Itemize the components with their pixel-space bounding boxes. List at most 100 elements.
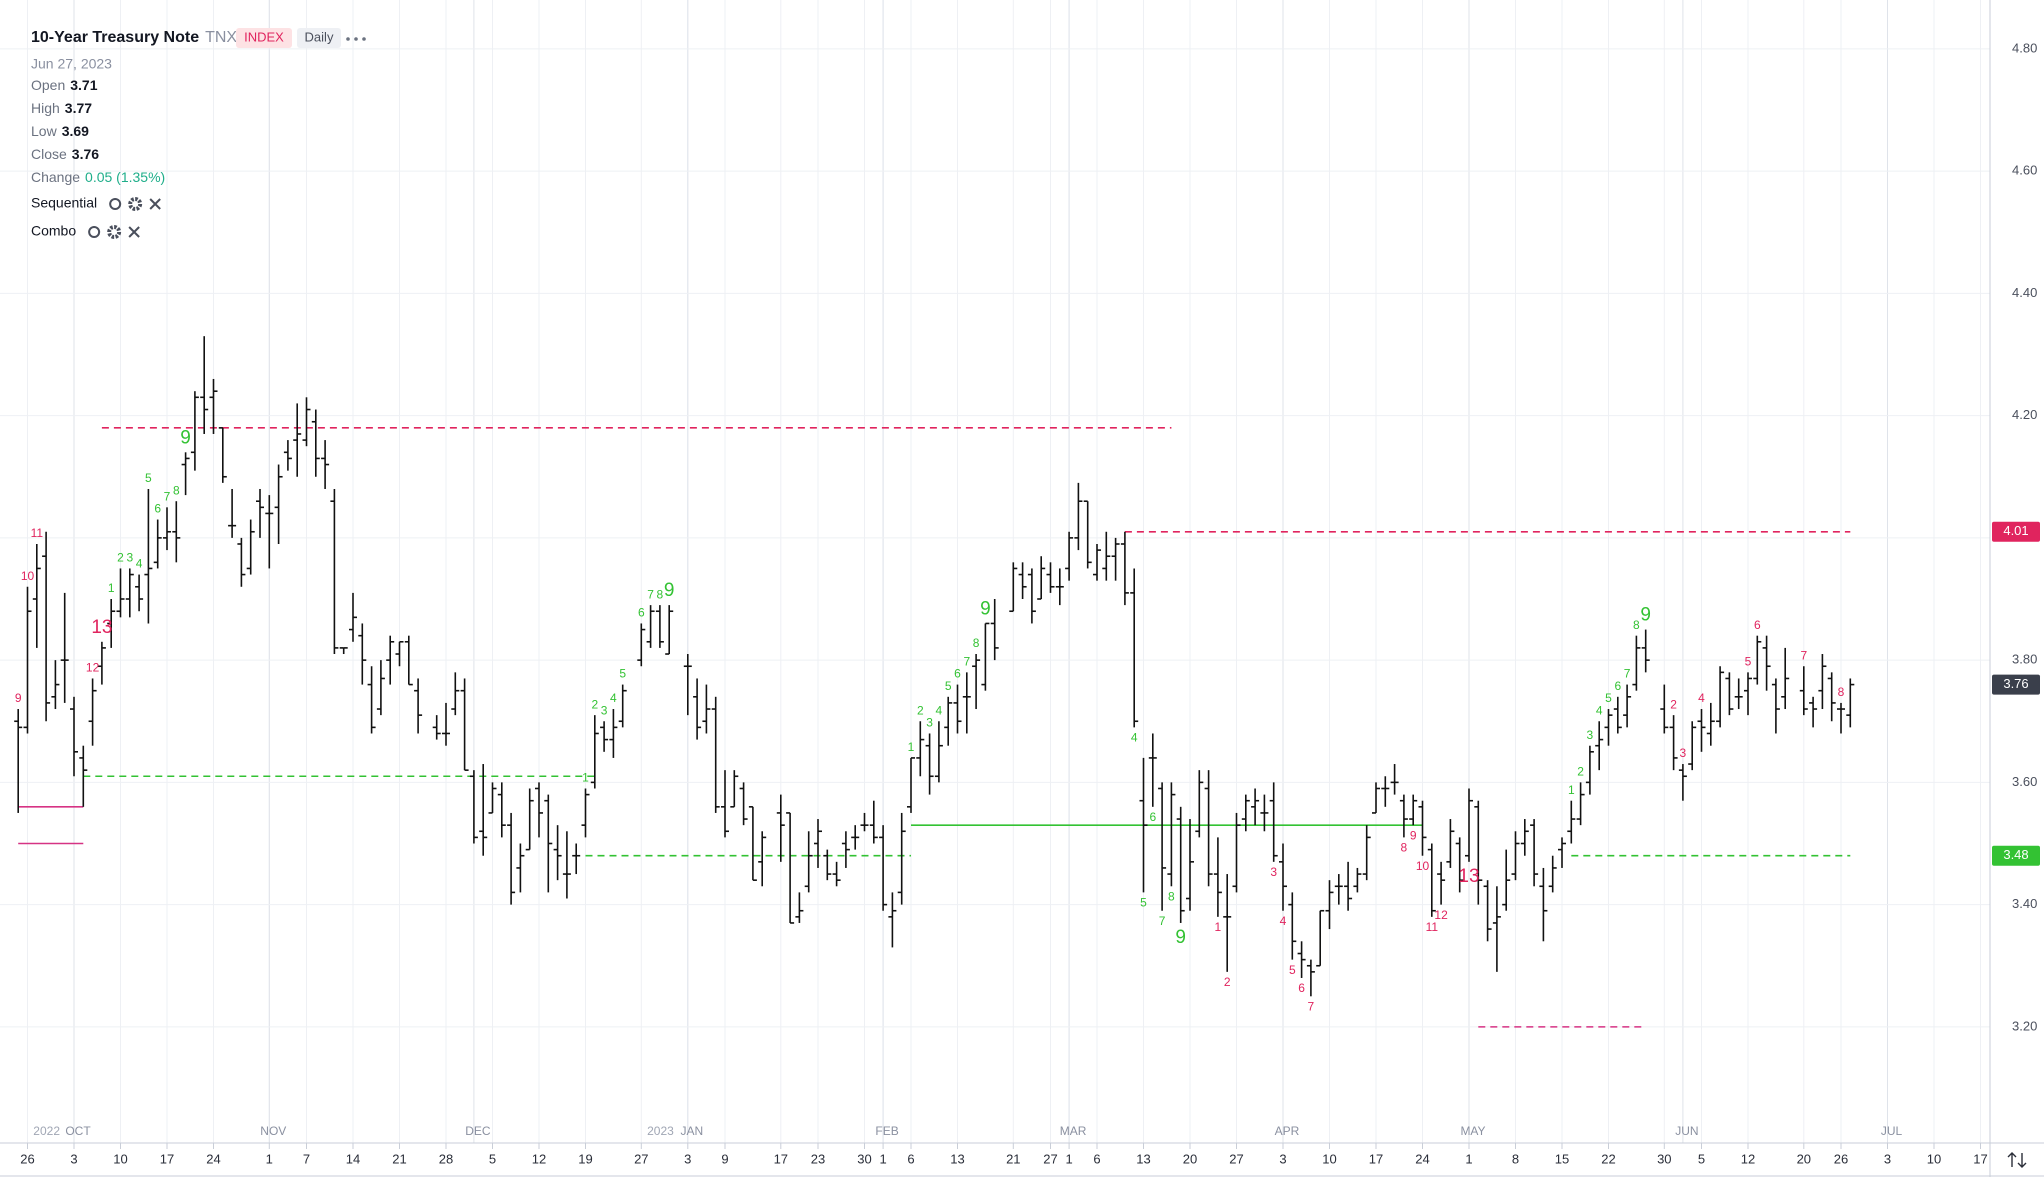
x-tick-label: 12 — [532, 1151, 546, 1166]
menu-dot[interactable] — [362, 37, 366, 41]
ohlc-bar — [1418, 800, 1427, 856]
menu-dot[interactable] — [346, 37, 350, 41]
x-tick-label: 10 — [1927, 1151, 1941, 1166]
indicator-controls[interactable] — [109, 197, 161, 211]
gear-icon[interactable] — [107, 225, 122, 239]
td-count: 5 — [1140, 896, 1147, 910]
ohlc-bar — [1548, 855, 1557, 893]
ohlc-bar — [1232, 812, 1241, 893]
ohlc-bar — [804, 831, 813, 893]
x-tick-label: 7 — [303, 1151, 310, 1166]
y-tick-label: 3.60 — [2012, 774, 2037, 789]
ohlc-bar — [535, 782, 543, 838]
ohlc-bar — [851, 825, 860, 850]
interval-bg[interactable] — [297, 28, 341, 48]
ohlc-bar — [1316, 909, 1325, 967]
x-tick-label: 6 — [907, 1151, 914, 1166]
ohlc-bar — [1083, 500, 1092, 569]
ohlc-bar — [1678, 764, 1687, 801]
td-count: 4 — [936, 703, 943, 717]
eye-icon[interactable] — [88, 226, 101, 238]
sort-icon[interactable] — [2007, 1152, 2027, 1168]
x-tick-label: 24 — [206, 1151, 220, 1166]
ohlc-bar — [1558, 837, 1566, 868]
ohlc-bar — [1288, 892, 1297, 960]
x-tick-label: 5 — [489, 1151, 496, 1166]
td-count: 6 — [638, 606, 645, 620]
td-count: 3 — [1680, 746, 1687, 760]
td-count: 5 — [145, 471, 152, 485]
x-tick-label: 24 — [1415, 1151, 1429, 1166]
td-count: 11 — [1426, 920, 1439, 934]
ohlc-bar — [274, 464, 283, 544]
x-tick-label: 20 — [1797, 1151, 1811, 1166]
ohlc-bar — [665, 605, 674, 655]
ohlc-bar — [869, 800, 878, 844]
ohlc-bar — [1688, 721, 1697, 771]
x-tick-label: 13 — [950, 1151, 964, 1166]
y-tick-label: 4.40 — [2012, 285, 2037, 300]
eye-icon[interactable] — [109, 198, 122, 210]
ohlc-bar — [1093, 543, 1101, 581]
td-count: 8 — [173, 483, 180, 497]
td-count: 6 — [954, 667, 961, 681]
ohlc-bar — [1260, 794, 1269, 832]
ohlc-value: 3.77 — [65, 100, 92, 116]
ohlc-row: High 3.77 — [31, 100, 92, 116]
gear-icon[interactable] — [128, 197, 143, 211]
td-count: 3 — [601, 703, 608, 717]
td-count: 6 — [1298, 981, 1305, 995]
legend-panel: 10-Year Treasury Note TNX INDEX Daily Jun 27… — [31, 28, 366, 239]
y-tick-label: 4.20 — [2012, 407, 2037, 422]
ohlc-row: Open 3.71 — [31, 77, 98, 93]
ohlc-bar — [748, 806, 757, 881]
td-count: 10 — [21, 569, 35, 583]
ohlc-bar — [1055, 568, 1064, 606]
x-tick-label: 17 — [1369, 1151, 1383, 1166]
ohlc-bar — [841, 831, 850, 868]
y-tick-label: 3.80 — [2012, 652, 2037, 667]
menu-dot[interactable] — [354, 37, 358, 41]
price-tag-label: 3.48 — [2003, 847, 2028, 862]
td-count: 8 — [657, 587, 664, 601]
ohlc-bar — [507, 812, 516, 905]
more-menu[interactable] — [346, 37, 366, 41]
indicator-name: Sequential — [31, 195, 97, 211]
ohlc-bar — [860, 812, 869, 832]
month-label: APR — [1275, 1124, 1300, 1138]
ohlc-bar — [1446, 819, 1455, 868]
ohlc-bar — [525, 788, 534, 851]
ohlc-bar — [832, 861, 841, 887]
ohlc-bar — [888, 892, 897, 948]
td-count: 7 — [1308, 999, 1315, 1013]
ohlc-bar — [442, 702, 450, 746]
ohlc-bar — [953, 684, 962, 734]
close-icon[interactable] — [128, 226, 140, 238]
x-tick-label: 1 — [879, 1151, 886, 1166]
ohlc-bar — [144, 488, 153, 624]
ohlc-bar — [1781, 647, 1790, 710]
td-count: 2 — [917, 703, 924, 717]
td-count: 9 — [664, 580, 675, 601]
ohlc-bar — [1018, 562, 1027, 600]
ohlc-bar — [349, 592, 357, 642]
indicator-controls[interactable] — [88, 225, 140, 239]
ohlc-bar — [1390, 764, 1399, 795]
price-tag — [1992, 845, 2040, 866]
td-count: 4 — [136, 557, 143, 571]
td-count: 1 — [908, 740, 915, 754]
x-tick-label: 17 — [774, 1151, 788, 1166]
x-tick-label: 17 — [160, 1151, 174, 1166]
td-count: 9 — [1410, 828, 1417, 842]
ohlc-bar — [172, 501, 181, 563]
ohlc-bar — [367, 666, 376, 734]
close-icon[interactable] — [149, 198, 161, 210]
interval[interactable]: Daily — [305, 29, 334, 44]
ohlc-bar — [1409, 794, 1418, 826]
ohlc-label: Low — [31, 123, 58, 139]
ohlc-bar — [497, 782, 506, 838]
ohlc-bar — [609, 709, 618, 758]
ohlc-bar — [1455, 837, 1464, 893]
